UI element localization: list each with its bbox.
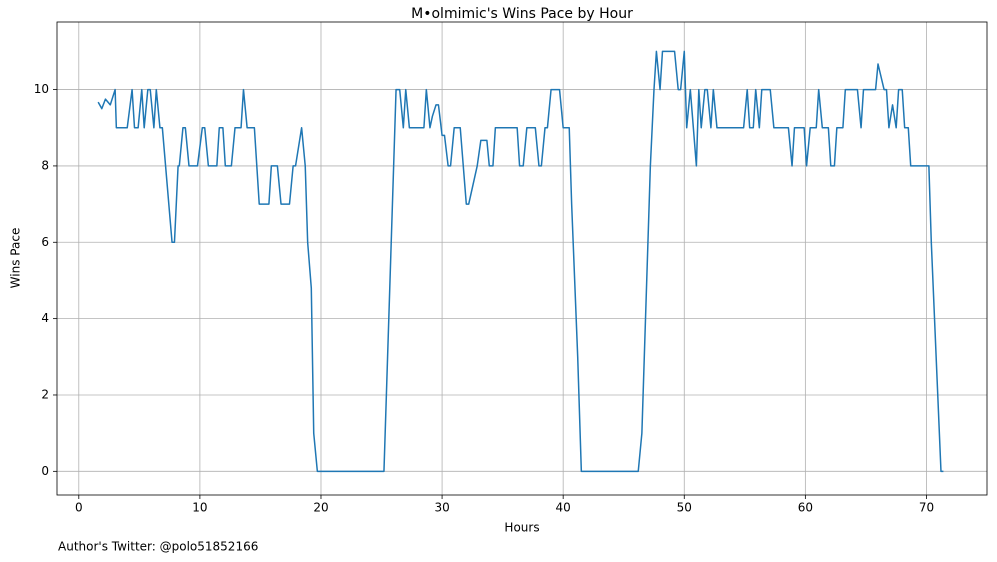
plot-area — [57, 22, 987, 495]
x-tick-label: 10 — [192, 501, 207, 515]
y-tick-label: 10 — [34, 82, 49, 96]
x-tick-label: 0 — [75, 501, 83, 515]
y-tick-label: 8 — [41, 158, 49, 172]
x-tick-label: 60 — [798, 501, 813, 515]
data-line — [97, 50, 944, 473]
y-tick-label: 0 — [41, 464, 49, 478]
x-tick-label: 70 — [919, 501, 934, 515]
x-tick-label: 40 — [556, 501, 571, 515]
x-tick-label: 50 — [677, 501, 692, 515]
axes-frame — [56, 21, 988, 496]
y-tick-label: 4 — [41, 311, 49, 325]
chart-title: M•olmimic's Wins Pace by Hour — [411, 6, 633, 22]
y-axis-label: Wins Pace — [9, 228, 23, 289]
y-tick-label: 2 — [41, 387, 49, 401]
x-tick-label: 30 — [434, 501, 449, 515]
y-tick-label: 6 — [41, 235, 49, 249]
footnote: Author's Twitter: @polo51852166 — [58, 540, 258, 554]
x-tick-label: 20 — [313, 501, 328, 515]
x-axis-label: Hours — [504, 521, 539, 535]
